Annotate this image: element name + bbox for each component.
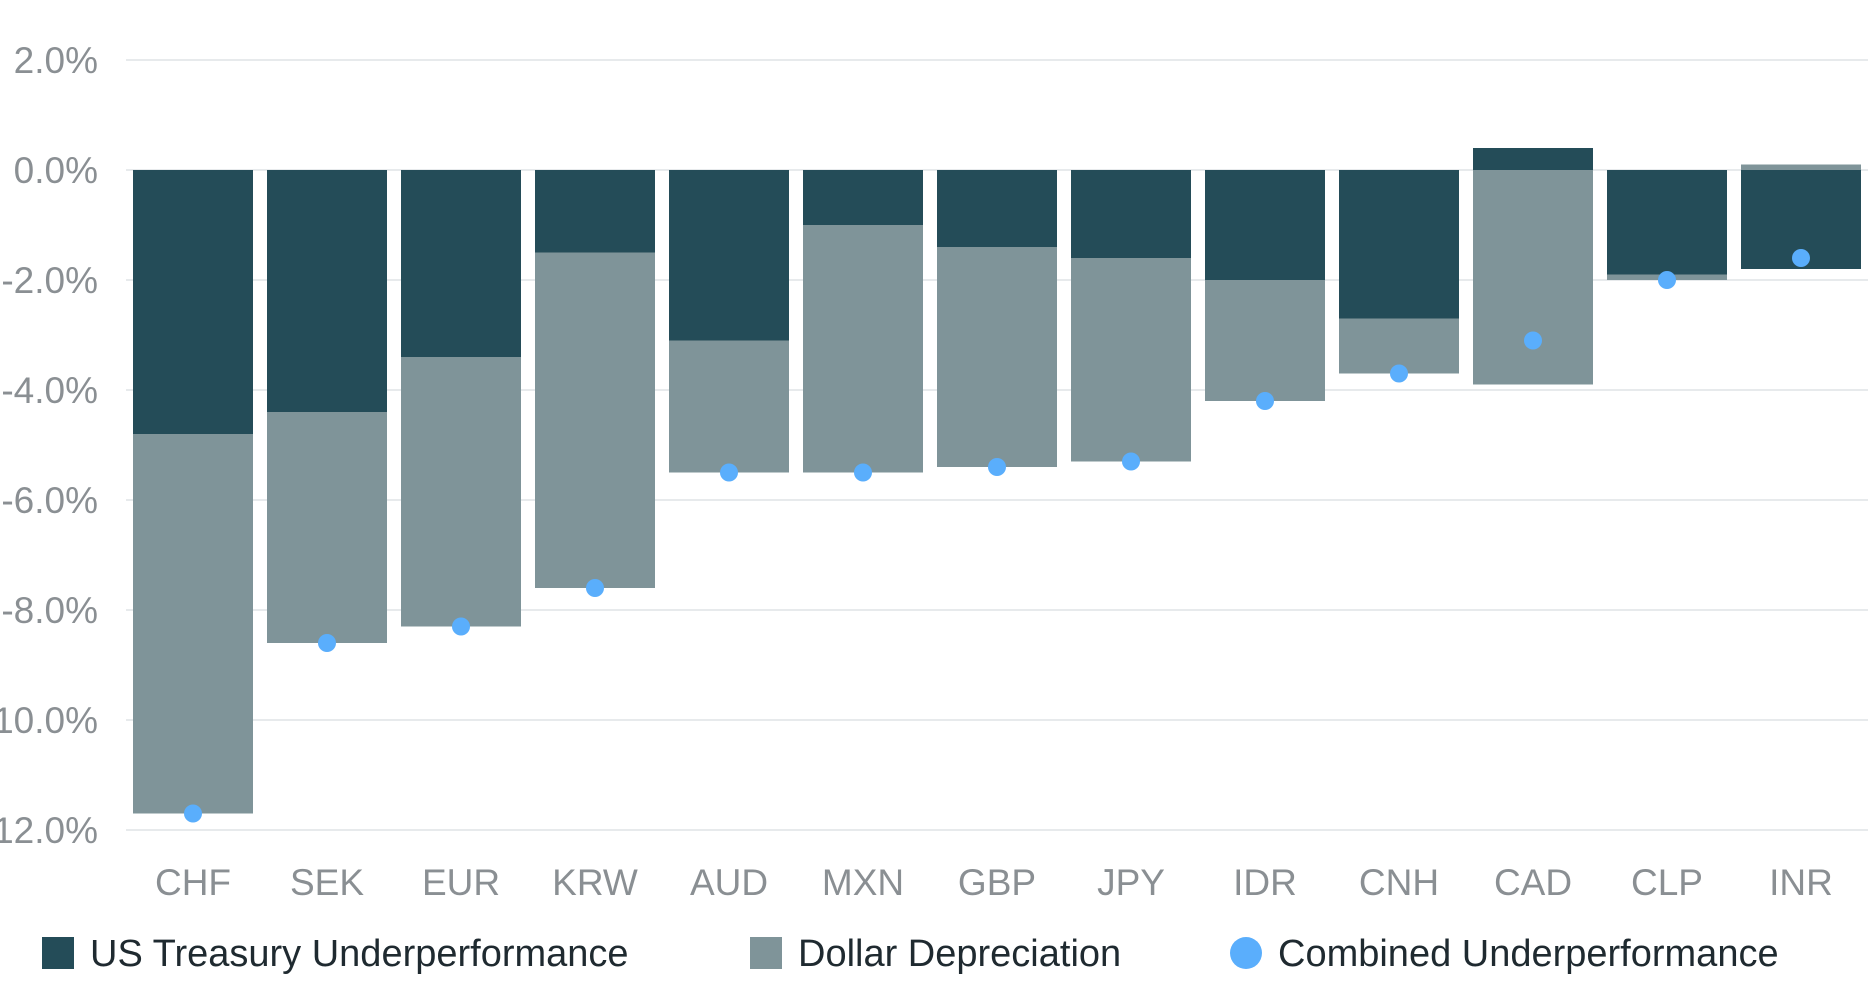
y-tick-label: 12.0% <box>0 810 98 851</box>
combined-dot-krw <box>586 579 604 597</box>
bar-aud-dollar <box>669 340 789 473</box>
x-category-label: GBP <box>958 862 1036 903</box>
x-category-label: JPY <box>1097 862 1165 903</box>
bar-chf-dollar <box>133 434 253 814</box>
combined-dot-gbp <box>988 458 1006 476</box>
combined-dot-chf <box>184 804 202 823</box>
bar-chf-treasury <box>133 170 253 434</box>
x-category-label: CLP <box>1631 862 1703 903</box>
combined-dot-mxn <box>854 463 872 482</box>
combined-dot-sek <box>318 634 336 652</box>
bar-cad-dollar <box>1473 170 1593 385</box>
legend-label-combined: Combined Underperformance <box>1278 933 1779 975</box>
bar-inr-dollar <box>1741 164 1861 170</box>
bar-gbp-treasury <box>937 170 1057 247</box>
bar-krw-treasury <box>535 170 655 253</box>
y-axis-ticks: 2.0% 0.0% -2.0% -4.0% -6.0% -8.0% 10.0% 12.0% <box>0 40 98 851</box>
y-tick-label: 10.0% <box>0 700 98 741</box>
y-tick-label: -2.0% <box>1 260 98 301</box>
legend-label-treasury: US Treasury Underperformance <box>90 933 629 975</box>
y-tick-label: -8.0% <box>1 590 98 631</box>
bar-jpy-dollar <box>1071 258 1191 462</box>
combined-dot-cad <box>1524 331 1542 350</box>
bar-sek-dollar <box>267 412 387 643</box>
x-category-label: EUR <box>422 862 500 903</box>
x-category-label: AUD <box>690 862 768 903</box>
bar-mxn-dollar <box>803 225 923 473</box>
bar-cad-treasury <box>1473 148 1593 170</box>
y-tick-label: -6.0% <box>1 480 98 521</box>
bar-eur-dollar <box>401 357 521 627</box>
bar-idr-treasury <box>1205 170 1325 280</box>
bar-clp-treasury <box>1607 170 1727 275</box>
bar-gbp-dollar <box>937 247 1057 467</box>
bar-mxn-treasury <box>803 170 923 225</box>
y-tick-label: 2.0% <box>14 40 98 81</box>
combined-dot-inr <box>1792 249 1810 267</box>
bar-cnh-dollar <box>1339 318 1459 374</box>
x-category-label: CHF <box>155 862 231 903</box>
combined-dots <box>184 249 1810 823</box>
x-axis-categories: CHF SEK EUR KRW AUD MXN GBP JPY IDR CNH CAD CLP INR <box>155 862 1833 903</box>
bar-aud-treasury <box>669 170 789 341</box>
combined-dot-eur <box>452 617 470 636</box>
x-category-label: CNH <box>1359 862 1439 903</box>
legend-label-dollar: Dollar Depreciation <box>798 933 1121 975</box>
y-tick-label: 0.0% <box>14 150 98 191</box>
x-category-label: SEK <box>290 862 364 903</box>
combined-dot-aud <box>720 463 738 482</box>
bar-idr-dollar <box>1205 280 1325 401</box>
bars <box>133 148 1861 814</box>
x-category-label: MXN <box>822 862 904 903</box>
legend-swatch-treasury <box>42 937 74 969</box>
y-tick-label: -4.0% <box>1 370 98 411</box>
x-category-label: KRW <box>552 862 638 903</box>
bar-jpy-treasury <box>1071 170 1191 258</box>
x-category-label: IDR <box>1233 862 1297 903</box>
bar-sek-treasury <box>267 170 387 412</box>
bar-cnh-treasury <box>1339 170 1459 319</box>
bar-eur-treasury <box>401 170 521 357</box>
combined-dot-clp <box>1658 271 1676 289</box>
legend-swatch-combined <box>1230 937 1262 969</box>
x-category-label: CAD <box>1494 862 1572 903</box>
legend-swatch-dollar <box>750 937 782 969</box>
combined-dot-idr <box>1256 392 1274 410</box>
legend: US Treasury Underperformance Dollar Depre… <box>42 933 1779 975</box>
bar-krw-dollar <box>535 252 655 588</box>
x-category-label: INR <box>1769 862 1833 903</box>
combined-dot-cnh <box>1390 364 1408 383</box>
combined-dot-jpy <box>1122 452 1140 471</box>
